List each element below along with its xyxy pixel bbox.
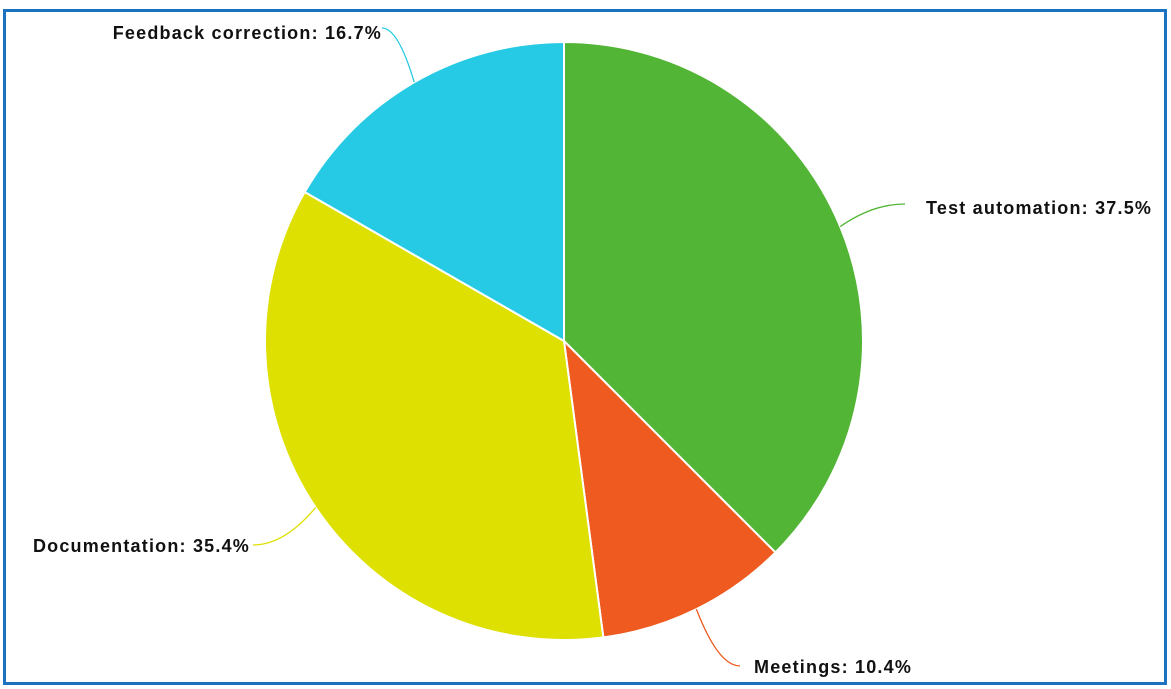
pie-slice-feedback-correction [303,40,565,343]
pie-slice-documentation [264,190,605,641]
leader-line-meetings [695,608,741,667]
pie-slices [264,40,864,641]
slice-label-feedback-correction: Feedback correction: 16.7% [113,23,382,43]
leader-line-feedback-correction [381,27,415,83]
leader-line-test-automation [839,203,906,228]
pie-slice-test-automation [563,40,864,554]
label-leader-lines [252,27,906,667]
slice-labels: Test automation: 37.5% Meetings: 10.4% Doc… [33,23,1152,677]
leader-line-documentation [252,507,317,546]
slice-label-test-automation: Test automation: 37.5% [926,198,1152,218]
slice-label-meetings: Meetings: 10.4% [754,657,912,677]
slice-label-documentation: Documentation: 35.4% [33,536,250,556]
